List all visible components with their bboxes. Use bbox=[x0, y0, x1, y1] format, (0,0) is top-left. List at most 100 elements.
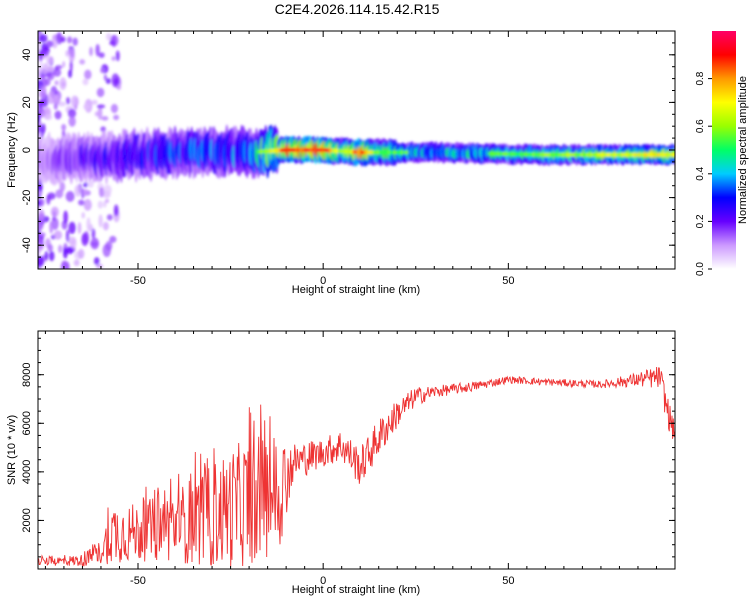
colorbar-tick-label: 0.6 bbox=[695, 119, 706, 133]
snr-ytick-label: 6000 bbox=[21, 411, 33, 435]
heatmap-noise-blob bbox=[111, 56, 116, 61]
heatmap-noise-blob bbox=[81, 233, 86, 244]
heatmap-noise-blob bbox=[48, 250, 55, 262]
snr-xtick-label: 0 bbox=[320, 575, 326, 587]
snr-series-line bbox=[38, 366, 675, 568]
heatmap-noise-blob bbox=[65, 261, 70, 269]
colorbar-tick-label: 0.2 bbox=[695, 214, 706, 228]
heatmap-noise-blob bbox=[65, 191, 75, 202]
colorbar: 0.0 0.2 0.4 0.6 0.8 Normalized spectral ampl… bbox=[695, 31, 749, 276]
heatmap-noise-blob bbox=[78, 199, 85, 206]
heatmap-noise-blob bbox=[113, 78, 119, 85]
colorbar-tick-label: 0.0 bbox=[695, 262, 706, 276]
heatmap-noise-blob bbox=[70, 239, 77, 249]
heatmap-noise-blob bbox=[61, 123, 67, 131]
heatmap-noise-blob bbox=[105, 32, 112, 41]
heatmap-noise-blob bbox=[103, 200, 107, 208]
heatmap-noise-blob bbox=[50, 206, 59, 218]
heatmap-noise-blob bbox=[74, 104, 78, 111]
heatmap-noise-blob bbox=[93, 257, 100, 266]
heatmap-noise-blob bbox=[82, 78, 89, 86]
heatmap-noise-blob bbox=[67, 108, 77, 118]
heatmap-noise-blob bbox=[68, 48, 75, 63]
snr-ticks: -50 0 50 2000 4000 6000 8000 bbox=[21, 331, 676, 587]
heatmap-noise-blob bbox=[60, 36, 66, 43]
heatmap-noise-blob bbox=[84, 69, 92, 80]
spectrogram-xtick-label: -50 bbox=[130, 275, 146, 287]
heatmap-noise-blob bbox=[41, 123, 46, 134]
heatmap-noise-blob bbox=[97, 200, 104, 209]
heatmap-noise-blob bbox=[83, 199, 92, 211]
heatmap-noise-blob bbox=[63, 247, 68, 259]
heatmap-noise-blob bbox=[102, 221, 109, 231]
heatmap-noise-blob bbox=[98, 187, 105, 198]
heatmap-noise-blob bbox=[87, 181, 94, 188]
heatmap-noise-blob bbox=[56, 32, 63, 45]
spectrogram-ytick-label: 20 bbox=[21, 96, 33, 108]
heatmap-noise-blob bbox=[91, 228, 96, 240]
snr-xlabel: Height of straight line (km) bbox=[292, 584, 420, 596]
spectrogram-heatmap bbox=[38, 31, 675, 269]
heatmap-noise-blob bbox=[68, 69, 73, 78]
snr-panel: -50 0 50 2000 4000 6000 8000 Height of straigh… bbox=[6, 330, 676, 596]
heatmap-noise-blob bbox=[70, 95, 79, 108]
heatmap-noise-blob bbox=[47, 244, 54, 252]
snr-ytick-label: 2000 bbox=[21, 508, 33, 532]
snr-ytick-label: 8000 bbox=[21, 362, 33, 386]
heatmap-noise-blob bbox=[100, 67, 105, 74]
heatmap-noise-blob bbox=[62, 61, 66, 68]
heatmap-noise-blob bbox=[52, 94, 61, 105]
heatmap-noise-blob bbox=[38, 249, 41, 258]
heatmap-noise-blob bbox=[65, 229, 70, 242]
heatmap-noise-blob bbox=[38, 237, 43, 245]
heatmap-noise-blob bbox=[69, 59, 73, 73]
heatmap-noise-blob bbox=[77, 248, 85, 259]
snr-frame bbox=[37, 330, 676, 570]
heatmap-noise-blob bbox=[73, 259, 80, 267]
heatmap-noise-blob bbox=[96, 87, 105, 98]
heatmap-noise-blob bbox=[101, 116, 109, 121]
colorbar-label: Normalized spectral amplitude bbox=[737, 76, 749, 224]
heatmap-noise-blob bbox=[65, 97, 71, 105]
heatmap-noise-blob bbox=[38, 200, 41, 206]
heatmap-noise-blob bbox=[117, 84, 122, 91]
heatmap-noise-blob bbox=[96, 104, 106, 109]
snr-xtick-label: 50 bbox=[502, 575, 514, 587]
spectrogram-xtick-label: 0 bbox=[320, 275, 326, 287]
heatmap-noise-blob bbox=[39, 60, 43, 73]
snr-ytick-label: 4000 bbox=[21, 460, 33, 484]
heatmap-noise-blob bbox=[103, 74, 107, 81]
spectrogram-xlabel: Height of straight line (km) bbox=[292, 284, 420, 296]
heatmap-noise-blob bbox=[53, 68, 62, 77]
heatmap-noise-blob bbox=[44, 114, 53, 121]
heatmap-cells bbox=[38, 31, 675, 269]
heatmap-noise-blob bbox=[103, 184, 112, 196]
heatmap-noise-blob bbox=[105, 78, 111, 84]
heatmap-noise-blob bbox=[53, 230, 63, 240]
heatmap-noise-blob bbox=[38, 224, 41, 230]
heatmap-noise-blob bbox=[95, 43, 100, 57]
heatmap-noise-blob bbox=[74, 184, 82, 197]
spectrogram-ytick-label: -40 bbox=[21, 237, 33, 253]
heatmap-noise-blob bbox=[98, 52, 105, 58]
heatmap-noise-blob bbox=[91, 99, 98, 105]
heatmap-noise-blob bbox=[83, 103, 90, 110]
spectrogram-panel: -50 0 50 -40 -20 0 20 40 Height of straight lin… bbox=[6, 30, 676, 296]
heatmap-noise-blob bbox=[97, 106, 103, 120]
colorbar-gradient bbox=[712, 31, 736, 269]
figure-title: C2E4.2026.114.15.42.R15 bbox=[275, 1, 440, 17]
spectrogram-ticks: -50 0 50 -40 -20 0 20 40 bbox=[21, 30, 676, 287]
heatmap-noise-blob bbox=[81, 212, 85, 219]
heatmap-noise-blob bbox=[55, 189, 64, 199]
heatmap-noise-blob bbox=[65, 50, 69, 57]
heatmap-noise-blob bbox=[46, 56, 54, 65]
heatmap-noise-blob bbox=[46, 194, 51, 205]
heatmap-noise-blob bbox=[113, 204, 119, 217]
heatmap-noise-blob bbox=[86, 217, 91, 231]
spectrogram-xtick-label: 50 bbox=[502, 275, 514, 287]
heatmap-noise-blob bbox=[38, 114, 41, 124]
heatmap-noise-blob bbox=[49, 220, 54, 234]
heatmap-noise-blob bbox=[39, 49, 43, 62]
heatmap-noise-blob bbox=[38, 256, 44, 267]
